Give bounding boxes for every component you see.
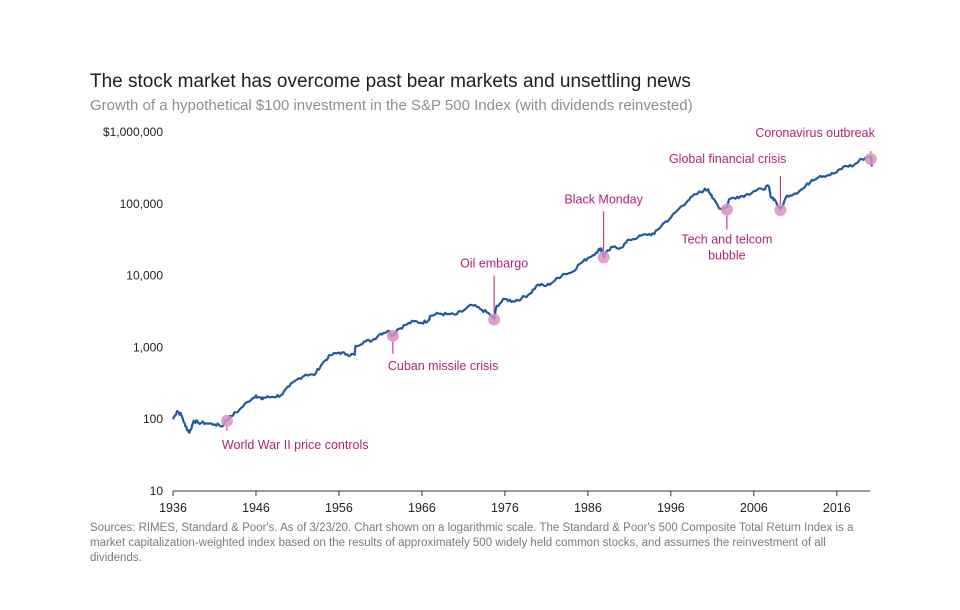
annotation: Black Monday <box>564 192 644 264</box>
y-tick-label: $1,000,000 <box>103 125 163 139</box>
annotation-marker <box>220 414 233 427</box>
annotation: Tech and telcom bubble <box>681 203 772 263</box>
chart-axes: 10 100 1,000 10,000 100,000 $1,000,000 1936 194… <box>103 125 870 515</box>
y-tick-label: 10 <box>150 484 164 498</box>
annotation-marker <box>488 313 501 326</box>
annotation: Oil embargo <box>460 256 528 326</box>
y-tick-label: 100,000 <box>120 197 164 211</box>
annotation-marker <box>864 153 877 166</box>
x-tick-label: 1976 <box>491 501 519 515</box>
chart-subtitle: Growth of a hypothetical $100 investment… <box>90 97 693 114</box>
annotation-marker <box>774 203 787 216</box>
chart-plot-area <box>172 155 873 434</box>
annotation-label: Oil embargo <box>460 256 528 270</box>
x-tick-label: 2016 <box>823 501 851 515</box>
annotation-label: World War II price controls <box>222 438 369 452</box>
annotation: Cuban missile crisis <box>386 329 498 373</box>
y-tick-label: 100 <box>143 412 163 426</box>
annotation-label: Black Monday <box>564 192 643 206</box>
annotation-marker <box>720 203 733 216</box>
annotation-label: Coronavirus outbreak <box>755 126 875 140</box>
x-tick-label: 1986 <box>574 501 602 515</box>
annotation: Global financial crisis <box>669 152 787 216</box>
x-tick-label: 1936 <box>159 501 187 515</box>
annotation-label: Cuban missile crisis <box>388 359 498 373</box>
x-tick-label: 1996 <box>657 501 685 515</box>
annotation-label: Global financial crisis <box>669 152 786 166</box>
chart-title: The stock market has overcome past bear … <box>90 71 691 92</box>
x-tick-label: 1966 <box>408 501 436 515</box>
x-tick-label: 1956 <box>325 501 353 515</box>
annotation-marker <box>597 251 610 264</box>
x-tick-label: 2006 <box>740 501 768 515</box>
annotation: Coronavirus outbreak <box>755 126 877 166</box>
annotation-label-line2: bubble <box>708 249 746 263</box>
y-tick-label: 10,000 <box>126 269 163 283</box>
source-note: Sources: RIMES, Standard & Poor's. As of… <box>90 522 854 564</box>
series-line <box>172 155 873 434</box>
y-tick-label: 1,000 <box>133 340 163 354</box>
chart-annotations: World War II price controls Cuban missile… <box>220 126 877 452</box>
x-tick-label: 1946 <box>242 501 270 515</box>
annotation-marker <box>386 329 399 342</box>
annotation-label: Tech and telcom <box>681 233 772 247</box>
annotation: World War II price controls <box>220 414 369 452</box>
